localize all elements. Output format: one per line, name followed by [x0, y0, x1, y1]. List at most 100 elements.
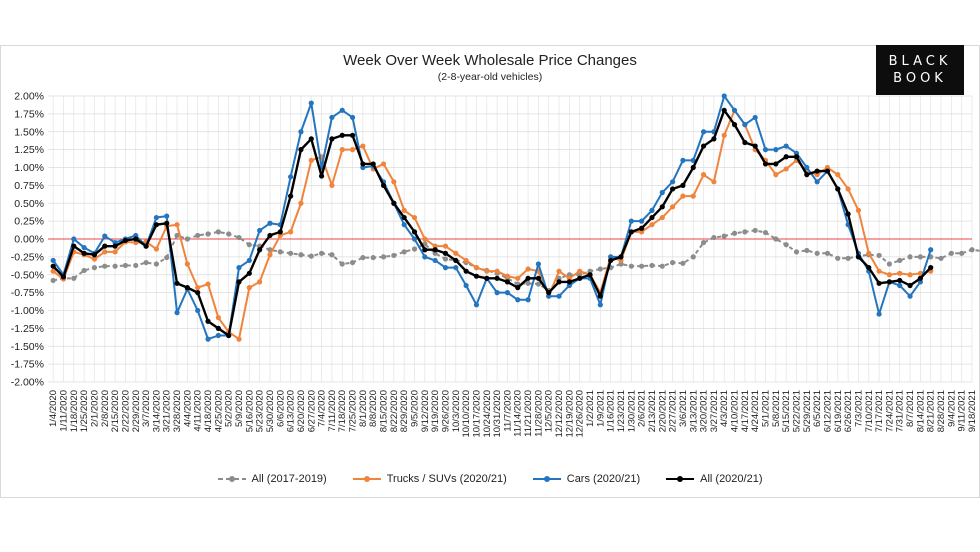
data-point: [391, 252, 397, 259]
x-tick-label: 6/5/2021: [812, 390, 823, 427]
data-point: [494, 268, 500, 274]
data-point: [246, 257, 252, 264]
x-tick-label: 8/28/2021: [936, 390, 947, 432]
data-point: [649, 214, 655, 221]
data-point: [236, 279, 242, 285]
data-point: [102, 233, 108, 239]
data-point: [164, 254, 170, 261]
data-point: [597, 302, 603, 308]
data-point: [205, 318, 211, 324]
data-point: [907, 293, 913, 299]
data-point: [804, 247, 810, 254]
y-tick-label: -1.50%: [11, 341, 44, 353]
data-point: [339, 147, 345, 153]
x-tick-label: 8/29/2020: [399, 390, 410, 432]
data-point: [907, 282, 913, 289]
legend-swatch-orange: [352, 476, 381, 482]
legend-item-all-2020-21[interactable]: All (2020/21): [666, 473, 763, 485]
y-tick-label: 0.50%: [14, 198, 44, 210]
data-point: [855, 254, 862, 260]
data-point: [897, 270, 903, 276]
x-tick-label: 3/6/2021: [678, 390, 689, 427]
data-point: [81, 244, 87, 251]
data-point: [618, 261, 624, 267]
data-point: [195, 290, 201, 296]
data-point: [556, 268, 562, 274]
data-point: [411, 214, 418, 221]
data-point: [329, 114, 335, 121]
data-point: [659, 214, 665, 221]
legend-item-cars[interactable]: Cars (2020/21): [532, 473, 640, 485]
data-point: [639, 263, 645, 269]
data-point: [824, 168, 831, 174]
x-tick-label: 1/30/2021: [626, 390, 637, 432]
x-tick-label: 6/12/2021: [822, 390, 833, 432]
chart-legend: All (2017-2019) Trucks / SUVs (2020/21) …: [0, 473, 980, 485]
data-point: [370, 161, 376, 167]
data-point: [298, 200, 304, 206]
data-point: [566, 275, 572, 281]
data-point: [112, 243, 118, 249]
data-point: [783, 242, 789, 248]
x-tick-label: 4/25/2020: [213, 390, 224, 432]
data-point: [411, 246, 418, 252]
logo-line-1: BLACK: [888, 54, 952, 69]
data-point: [257, 227, 263, 234]
data-point: [515, 275, 521, 281]
data-point: [690, 164, 696, 171]
data-point: [546, 290, 552, 296]
data-point: [824, 164, 831, 171]
x-tick-label: 1/11/2020: [58, 390, 69, 432]
x-tick-label: 8/14/2021: [915, 390, 926, 432]
data-point: [184, 236, 190, 242]
data-point: [700, 129, 707, 135]
x-tick-label: 9/19/2020: [430, 390, 441, 432]
data-point: [917, 275, 923, 281]
data-point: [680, 182, 686, 188]
data-point: [731, 122, 738, 128]
data-point: [711, 136, 717, 142]
data-point: [349, 259, 356, 266]
x-tick-label: 2/13/2021: [647, 390, 658, 432]
x-tick-label: 3/14/2020: [151, 390, 162, 432]
data-point: [174, 280, 180, 286]
x-tick-label: 5/22/2021: [791, 390, 802, 432]
data-point: [143, 259, 149, 266]
data-point: [349, 147, 356, 153]
data-point: [60, 274, 67, 280]
x-tick-label: 2/20/2021: [657, 390, 668, 432]
data-point: [442, 265, 449, 271]
data-point: [122, 237, 129, 244]
data-point: [659, 204, 665, 210]
data-point: [318, 250, 325, 256]
data-point: [814, 172, 820, 178]
data-point: [690, 157, 696, 163]
data-point: [215, 315, 221, 321]
x-tick-label: 8/7/2021: [905, 390, 916, 427]
data-point: [133, 262, 139, 269]
data-point: [473, 273, 480, 279]
data-point: [71, 236, 77, 242]
data-point: [112, 239, 118, 246]
data-point: [793, 154, 800, 160]
x-tick-label: 1/23/2021: [616, 390, 627, 432]
y-tick-label: 0.25%: [14, 216, 44, 228]
x-tick-label: 10/17/2020: [471, 390, 482, 438]
data-point: [298, 129, 304, 135]
legend-item-trucks-suvs[interactable]: Trucks / SUVs (2020/21): [352, 473, 507, 485]
data-point: [184, 285, 190, 291]
y-tick-label: 2.00%: [14, 91, 44, 103]
x-tick-label: 5/2/2020: [224, 390, 235, 427]
data-point: [91, 252, 98, 258]
data-point: [773, 172, 779, 178]
data-point: [205, 281, 211, 287]
data-point: [257, 279, 263, 285]
data-point: [308, 157, 314, 163]
data-point: [453, 257, 459, 264]
x-tick-label: 7/17/2021: [874, 390, 885, 432]
data-point: [174, 222, 180, 228]
data-point: [577, 272, 583, 278]
legend-item-all-2017-2019[interactable]: All (2017-2019): [217, 473, 327, 485]
data-point: [608, 257, 614, 264]
data-point: [318, 173, 325, 179]
